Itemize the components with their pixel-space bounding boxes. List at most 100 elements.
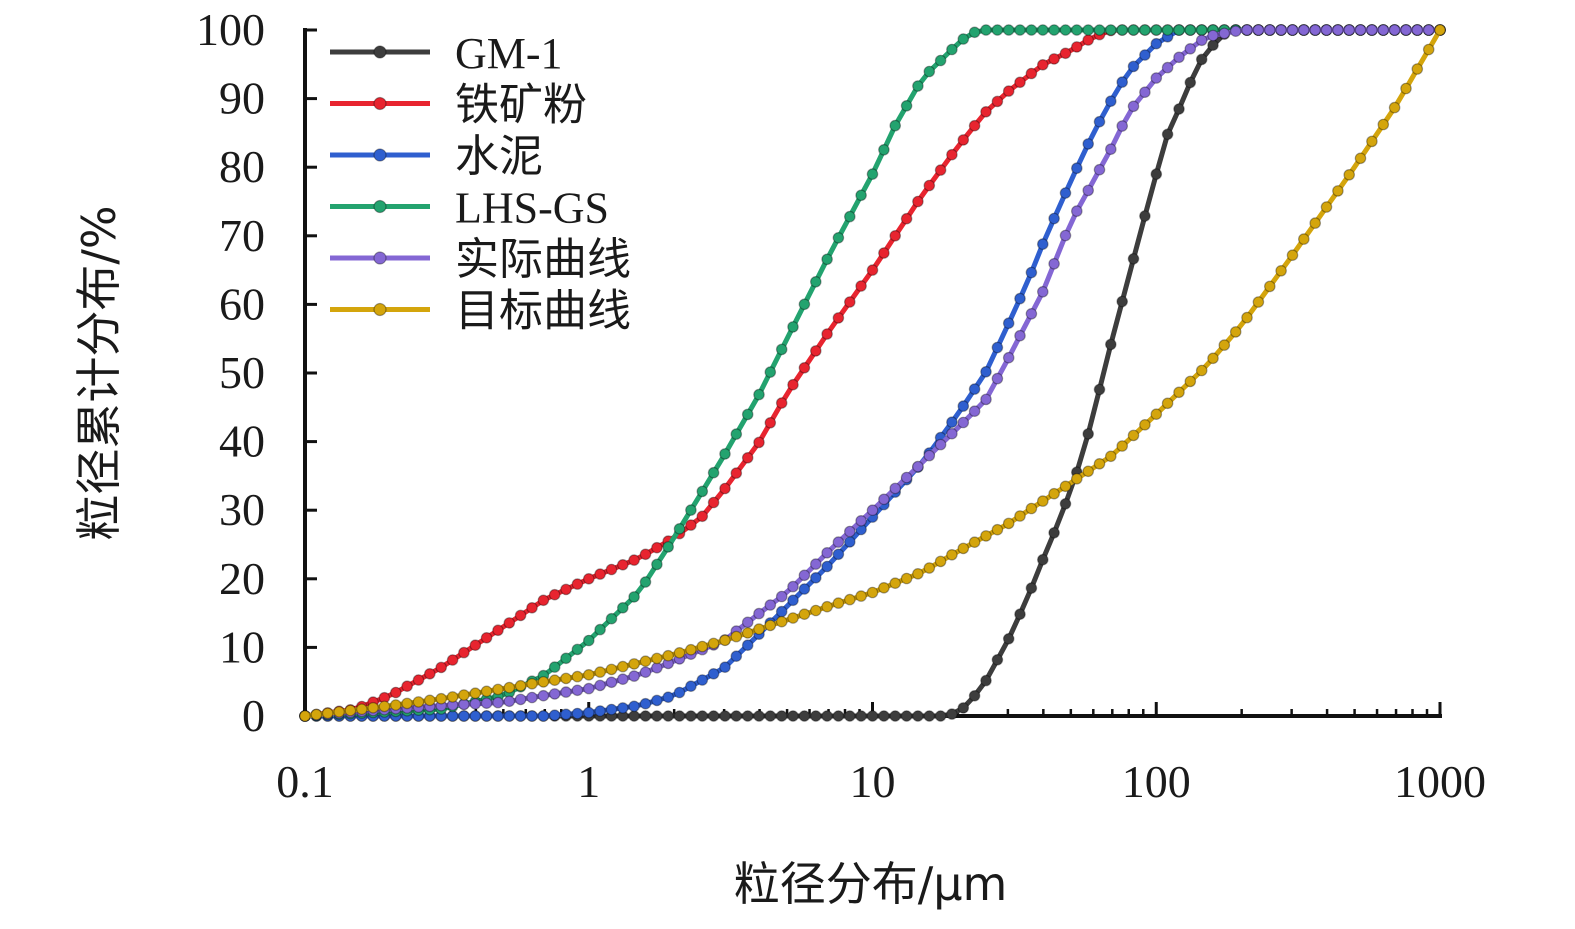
data-point [515, 694, 525, 704]
data-point [425, 669, 435, 679]
data-point [1072, 474, 1082, 484]
data-point [584, 635, 594, 645]
legend-label: 实际曲线 [455, 235, 631, 284]
data-point [788, 322, 798, 332]
data-point [833, 598, 843, 608]
data-point [1106, 144, 1116, 154]
data-point [425, 695, 435, 705]
data-point [822, 711, 832, 721]
data-point [1208, 353, 1218, 363]
data-point [550, 662, 560, 672]
x-tick-label: 0.1 [276, 756, 334, 807]
data-point [402, 698, 412, 708]
data-point [708, 497, 718, 507]
data-point [481, 633, 491, 643]
data-point [958, 543, 968, 553]
y-tick-label: 40 [219, 416, 265, 467]
data-point [901, 101, 911, 111]
data-point [788, 380, 798, 390]
legend-marker [374, 252, 386, 264]
data-point [640, 656, 650, 666]
data-point [459, 690, 469, 700]
data-point [1401, 83, 1411, 93]
data-point [913, 461, 923, 471]
legend-label: LHS-GS [455, 184, 609, 233]
data-point [1310, 25, 1320, 35]
data-point [697, 511, 707, 521]
data-point [1344, 170, 1354, 180]
y-axis-title: 粒径累计分布/% [72, 205, 126, 540]
data-point [1435, 25, 1445, 35]
y-tick-label: 20 [219, 553, 265, 604]
data-point [470, 699, 480, 709]
data-point [697, 711, 707, 721]
data-point [1151, 25, 1161, 35]
data-point [1424, 25, 1434, 35]
data-point [743, 453, 753, 463]
data-point [697, 486, 707, 496]
data-point [969, 384, 979, 394]
legend: GM-1铁矿粉水泥LHS-GS实际曲线目标曲线 [330, 29, 631, 336]
data-point [935, 55, 945, 65]
data-point [1265, 281, 1275, 291]
data-point [1117, 296, 1127, 306]
data-point [822, 602, 832, 612]
data-point [856, 516, 866, 526]
data-point [1128, 430, 1138, 440]
legend-marker [374, 304, 386, 316]
y-tick-label: 100 [196, 4, 265, 55]
legend-item: 目标曲线 [330, 287, 631, 336]
data-point [935, 711, 945, 721]
data-point [1004, 634, 1014, 644]
data-point [686, 711, 696, 721]
data-point [584, 670, 594, 680]
data-point [743, 628, 753, 638]
data-point [867, 505, 877, 515]
data-point [901, 472, 911, 482]
data-point [629, 592, 639, 602]
data-point [992, 525, 1002, 535]
data-point [1128, 61, 1138, 71]
data-point [981, 25, 991, 35]
data-point [1060, 188, 1070, 198]
data-point [879, 494, 889, 504]
data-point [924, 180, 934, 190]
data-point [1004, 318, 1014, 328]
data-point [788, 613, 798, 623]
data-point [1026, 583, 1036, 593]
data-point [618, 703, 628, 713]
data-point [1276, 25, 1286, 35]
data-point [663, 651, 673, 661]
data-point [754, 437, 764, 447]
data-point [856, 190, 866, 200]
data-point [1162, 25, 1172, 35]
y-tick-label: 30 [219, 484, 265, 535]
data-point [913, 196, 923, 206]
data-point [969, 691, 979, 701]
data-point [697, 641, 707, 651]
data-point [992, 373, 1002, 383]
data-point [504, 696, 514, 706]
data-point [1038, 496, 1048, 506]
data-point [561, 687, 571, 697]
data-point [1185, 44, 1195, 54]
data-point [1004, 86, 1014, 96]
legend-label: 水泥 [455, 132, 543, 181]
data-point [1106, 96, 1116, 106]
data-point [720, 635, 730, 645]
data-point [890, 578, 900, 588]
data-point [1049, 25, 1059, 35]
data-point [447, 655, 457, 665]
data-point [550, 710, 560, 720]
data-point [743, 617, 753, 627]
data-point [618, 603, 628, 613]
data-point [674, 687, 684, 697]
data-point [572, 671, 582, 681]
data-point [1094, 165, 1104, 175]
data-point [606, 664, 616, 674]
data-point [504, 682, 514, 692]
y-tick-label: 50 [219, 347, 265, 398]
data-point [470, 688, 480, 698]
data-point [493, 625, 503, 635]
data-point [1117, 441, 1127, 451]
